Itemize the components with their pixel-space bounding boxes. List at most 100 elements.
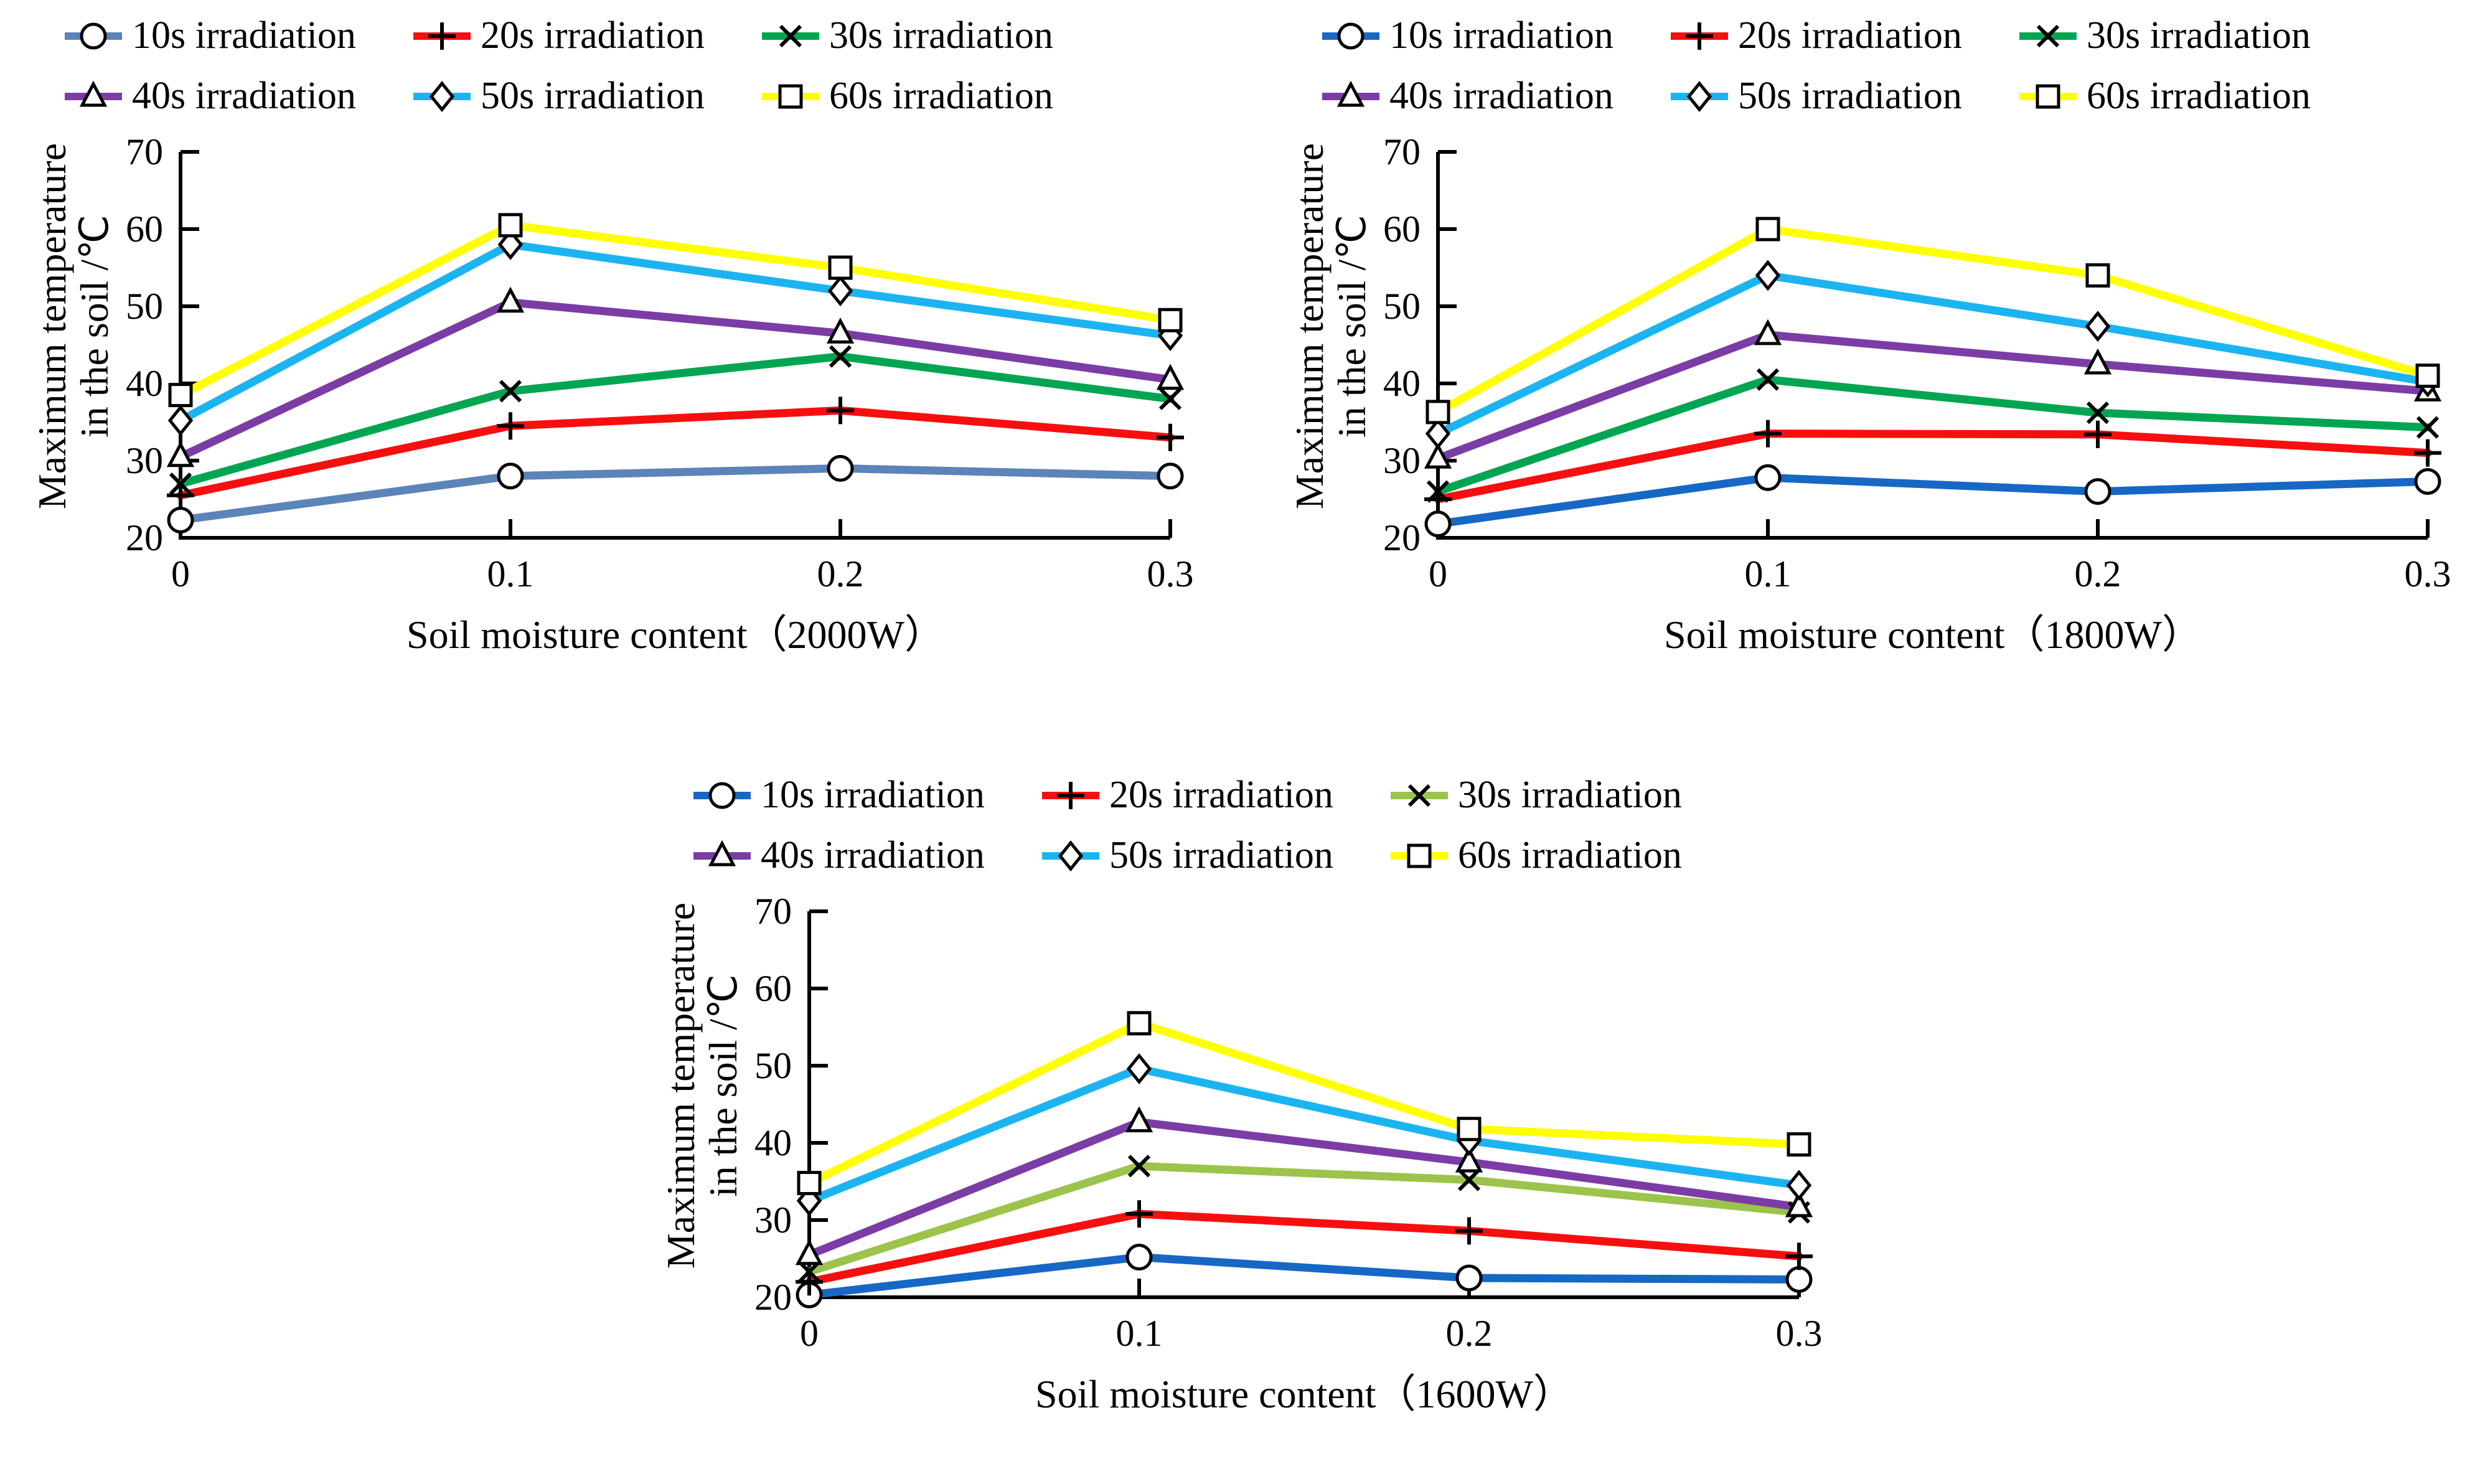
y-tick-label: 50 xyxy=(754,1045,792,1086)
triangle-marker-icon xyxy=(1754,319,1782,345)
x-marker-icon xyxy=(1756,368,1780,391)
legend-row: 40s irradiation 50s irradiation 60s irradi… xyxy=(62,74,1220,118)
diamond-marker-icon xyxy=(1425,418,1451,449)
legend-item-60s: 60s irradiation xyxy=(1388,834,1737,878)
triangle-marker-icon xyxy=(826,317,855,344)
square-marker-icon xyxy=(498,213,523,238)
chart-canvas: 20 30 40 50 60 70 0 0.1 0.2 0.3 xyxy=(126,131,1194,594)
diamond-marker-icon xyxy=(1786,1170,1812,1201)
legend-row: 10s irradiation 20s irradiation 30s irradi… xyxy=(1320,14,2478,58)
series-line-60s xyxy=(176,221,1175,400)
legend-swatch xyxy=(1671,22,1728,50)
y-tick-label: 50 xyxy=(126,286,163,327)
x-tick-label: 0.2 xyxy=(1446,1313,1493,1354)
x-tick-label: 0.2 xyxy=(817,553,864,594)
legend-swatch xyxy=(65,22,122,49)
x-marker-icon xyxy=(1426,480,1450,503)
series-line-10s xyxy=(805,1253,1803,1299)
chart-soil-temp-2000w: 10s irradiation 20s irradiation 30s irradi… xyxy=(19,6,1220,660)
square-marker-icon xyxy=(168,383,193,408)
legend-item-10s: 10s irradiation xyxy=(691,773,1040,817)
diamond-marker-icon xyxy=(429,80,455,112)
square-marker-icon xyxy=(1755,217,1780,242)
plus-marker-icon xyxy=(1125,1200,1153,1228)
y-axis-title-line1: Maximum temperature xyxy=(659,902,703,1269)
legend-swatch xyxy=(65,80,122,106)
plus-marker-icon xyxy=(1057,781,1084,809)
series-line-40s xyxy=(805,1118,1803,1259)
legend-swatch xyxy=(1322,80,1379,106)
series-line-60s xyxy=(1434,225,2432,416)
x-marker-icon xyxy=(169,472,192,495)
triangle-marker-icon xyxy=(496,286,525,313)
y-axis-title-line2: in the soil /℃ xyxy=(1329,214,1374,438)
circle-marker-icon xyxy=(708,782,736,809)
triangle-marker-icon xyxy=(1455,1146,1483,1173)
legend-label: 60s irradiation xyxy=(829,75,1053,117)
legend-item-20s: 20s irradiation xyxy=(1668,14,2017,58)
y-tick-label: 40 xyxy=(126,363,163,404)
legend-label: 50s irradiation xyxy=(481,75,705,117)
triangle-marker-icon xyxy=(708,840,736,866)
x-marker-icon xyxy=(2086,401,2110,425)
diamond-marker-icon xyxy=(1755,260,1781,291)
legend-label: 30s irradiation xyxy=(2087,14,2311,57)
y-tick-label: 20 xyxy=(1383,517,1421,558)
x-marker-icon xyxy=(829,345,852,368)
square-marker-icon xyxy=(1127,1011,1152,1036)
plus-marker-icon xyxy=(2084,420,2111,448)
x-tick-label: 0.1 xyxy=(487,553,534,594)
diamond-marker-icon xyxy=(1686,80,1712,112)
square-marker-icon xyxy=(1787,1132,1811,1157)
legend-label: 20s irradiation xyxy=(1109,774,1333,816)
plus-marker-icon xyxy=(1686,22,1713,50)
legend-label: 60s irradiation xyxy=(1458,834,1682,876)
plus-marker-icon xyxy=(1754,420,1782,448)
x-marker-icon xyxy=(499,380,522,403)
y-tick-label: 60 xyxy=(1383,209,1421,250)
series-line-20s xyxy=(176,406,1175,500)
triangle-marker-icon xyxy=(1424,442,1452,469)
series-line-50s xyxy=(176,240,1175,425)
y-tick-label: 20 xyxy=(126,517,163,558)
x-marker-icon xyxy=(1127,1155,1151,1178)
legend-row: 10s irradiation 20s irradiation 30s irradi… xyxy=(62,14,1220,58)
circle-marker-icon xyxy=(1424,510,1452,538)
legend-row: 40s irradiation 50s irradiation 60s irradi… xyxy=(1320,74,2478,118)
x-axis-title: Soil moisture content（2000W） xyxy=(406,613,944,657)
legend-item-50s: 50s irradiation xyxy=(411,74,759,118)
y-axis-title-line2: in the soil /℃ xyxy=(72,214,116,438)
series-line-20s xyxy=(1434,430,2432,504)
series-line-40s xyxy=(176,298,1175,461)
legend-item-20s: 20s irradiation xyxy=(1040,773,1388,817)
plus-marker-icon xyxy=(1785,1242,1813,1270)
legend-swatch xyxy=(413,80,471,112)
diamond-marker-icon xyxy=(1126,1053,1152,1084)
square-marker-icon xyxy=(1158,308,1183,332)
plus-marker-icon xyxy=(428,22,456,50)
x-tick-label: 0.3 xyxy=(2405,553,2451,594)
legend-swatch xyxy=(1391,784,1448,807)
y-tick-label: 50 xyxy=(1383,286,1421,327)
legend-swatch xyxy=(693,840,751,866)
legend-item-60s: 60s irradiation xyxy=(2017,74,2365,118)
legend-label: 10s irradiation xyxy=(132,14,356,57)
legend-label: 10s irradiation xyxy=(1389,14,1613,57)
legend-label: 40s irradiation xyxy=(132,75,356,117)
square-marker-icon xyxy=(2415,364,2440,388)
y-tick-label: 20 xyxy=(754,1277,792,1318)
legend-swatch xyxy=(693,782,751,809)
x-tick-label: 0.1 xyxy=(1745,553,1792,594)
diamond-marker-icon xyxy=(2085,311,2111,342)
chart-soil-temp-1600w: 10s irradiation 20s irradiation 30s irradi… xyxy=(647,766,1849,1419)
circle-marker-icon xyxy=(2414,467,2441,495)
circle-marker-icon xyxy=(1785,1266,1813,1293)
circle-marker-icon xyxy=(167,506,194,533)
legend-swatch xyxy=(413,22,471,50)
legend-item-60s: 60s irradiation xyxy=(759,74,1108,118)
y-tick-label: 30 xyxy=(754,1200,792,1241)
diamond-marker-icon xyxy=(497,228,524,260)
series-line-20s xyxy=(805,1209,1803,1286)
diamond-marker-icon xyxy=(1058,840,1084,871)
square-marker-icon xyxy=(2036,84,2060,108)
